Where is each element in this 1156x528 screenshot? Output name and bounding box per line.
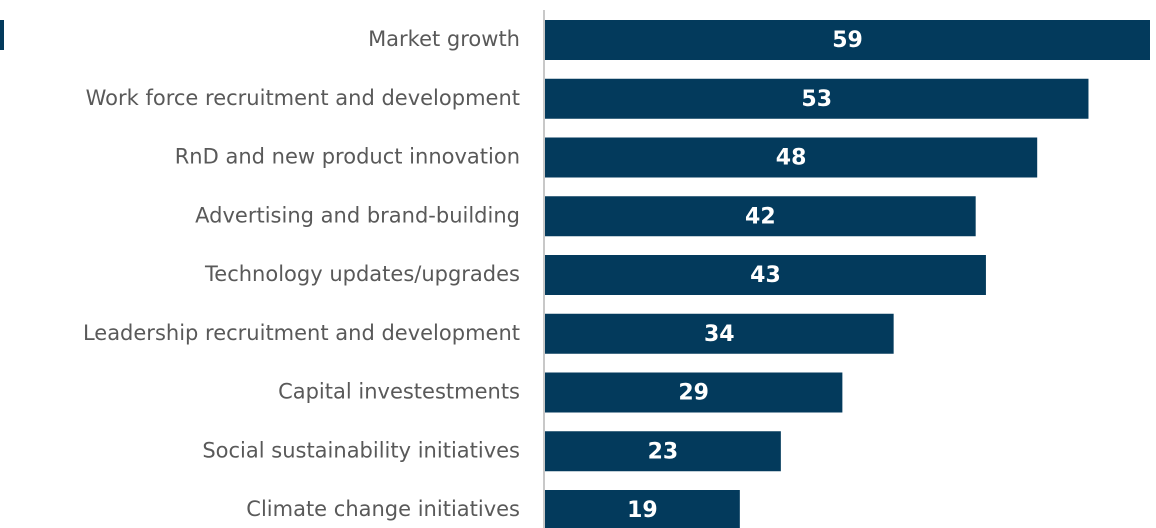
bar (545, 20, 1150, 60)
value-label: 43 (750, 263, 781, 288)
category-label: Leadership recruitment and development (83, 321, 520, 345)
value-label: 53 (801, 87, 832, 112)
value-label: 23 (648, 439, 679, 464)
value-label: 48 (776, 146, 807, 171)
category-label: Social sustainability initiatives (202, 438, 520, 462)
bar (545, 372, 843, 413)
bar (545, 196, 976, 237)
bar (545, 490, 740, 528)
category-label: Work force recruitment and development (86, 86, 520, 110)
bar (545, 137, 1038, 178)
bar (545, 78, 1089, 119)
bar (545, 431, 781, 472)
value-label: 29 (678, 381, 709, 406)
corner-accent (0, 20, 4, 50)
value-label: 59 (832, 28, 863, 53)
value-label: 34 (704, 322, 735, 347)
value-label: 19 (627, 498, 658, 523)
bar (545, 255, 986, 295)
category-label: Market growth (368, 27, 520, 51)
value-label: 42 (745, 204, 776, 229)
category-label: Climate change initiatives (246, 497, 520, 521)
category-label: Technology updates/upgrades (204, 262, 520, 286)
category-label: RnD and new product innovation (175, 145, 520, 169)
bar (545, 313, 894, 354)
category-label: Advertising and brand-building (195, 203, 520, 227)
category-label: Capital investestments (278, 380, 520, 404)
